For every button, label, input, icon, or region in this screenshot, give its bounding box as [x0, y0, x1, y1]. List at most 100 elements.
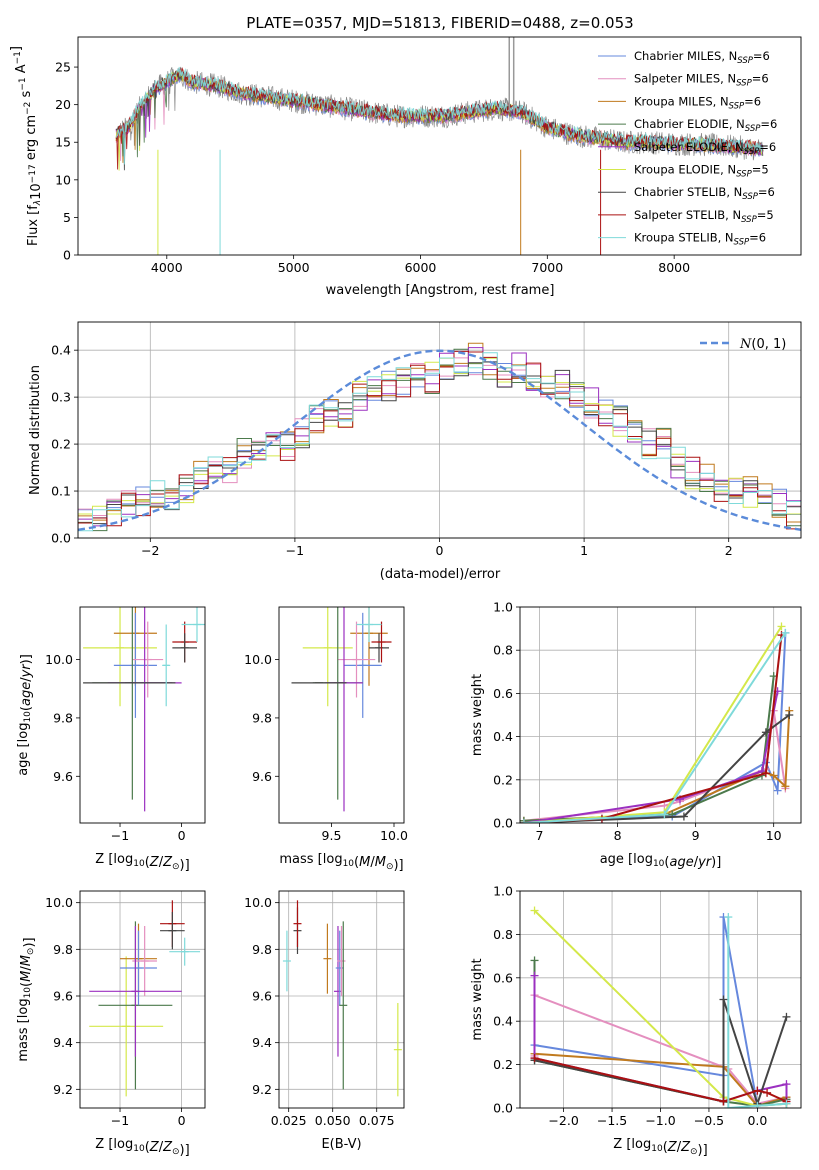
axes-frame: [77, 36, 802, 256]
weight-marker: [781, 782, 790, 791]
grid-lines: [279, 891, 404, 1108]
residuals-panel: −2 −1 0 1 2 0.0 0.1 0.2 0.3 0.4 (data-model)/error…: [28, 321, 802, 582]
x-tick-label: −1.0: [645, 1113, 675, 1128]
x-tick-label: 0.025: [271, 1113, 307, 1128]
x-axis-label: mass [log10(M/M⊙)]: [279, 852, 403, 873]
x-tick-label: 8: [614, 828, 622, 843]
y-tick-label: 0.0: [493, 816, 513, 831]
residual-legend: N(0, 1): [700, 337, 786, 352]
x-axis-label: (data-model)/error: [380, 567, 501, 582]
y-tick-label: 0: [63, 248, 71, 263]
legend-label: Chabrier ELODIE, NSSP=6: [634, 117, 777, 134]
y-tick-label: 0.2: [493, 772, 513, 787]
x-axis-label: age [log10(age/yr)]: [600, 852, 722, 870]
x-tick-label: −1: [111, 1113, 129, 1128]
x-tick-label: 9.5: [322, 828, 342, 843]
weight-marker: [530, 1054, 539, 1063]
errorbar-point: [293, 900, 302, 947]
y-axis-label: mass weight: [470, 958, 485, 1040]
y-tick-label: 9.8: [252, 710, 272, 725]
weight-marker: [530, 906, 539, 915]
weight-vs-Z-panel: −2.0 −1.5 −1.0 −0.5 0.0 0.0 0.2 0.4 0.6 0.8 1.0 Z […: [470, 884, 802, 1158]
y-tick-label: 9.8: [53, 942, 73, 957]
errorbar-point: [393, 1003, 402, 1097]
errorbar-point: [160, 912, 185, 950]
y-axis-label: mass weight: [470, 674, 485, 756]
x-tick-label: 0.050: [315, 1113, 351, 1128]
errorbar-point: [181, 607, 205, 643]
weight-marker: [660, 810, 669, 819]
x-tick-label: 4000: [151, 260, 183, 275]
legend-label: Salpeter MILES, NSSP=6: [634, 72, 769, 89]
weight-marker: [719, 1097, 728, 1106]
errorbar-point: [356, 607, 382, 643]
y-tick-label: 9.6: [53, 989, 73, 1004]
axes-frame: [278, 606, 405, 824]
y-tick-label: 9.6: [53, 769, 73, 784]
axis-ticks: −2 −1 0 1 2 0.0 0.1 0.2 0.3 0.4: [51, 343, 733, 558]
legend-label: Kroupa ELODIE, NSSP=5: [634, 163, 769, 180]
weight-marker: [724, 913, 733, 922]
errorbar-point: [335, 930, 344, 1006]
age-vs-mass-panel: 9.5 10.0 9.6 9.8 10.0 mass [log10(M/M⊙)]: [244, 606, 408, 873]
errorbar-point: [371, 621, 392, 663]
model-spectrum-line: [115, 66, 764, 165]
y-tick-label: 10.0: [45, 895, 73, 910]
y-tick-label: 10.0: [244, 652, 272, 667]
axes-frame: [519, 890, 802, 1109]
weight-marker: [782, 1099, 791, 1108]
axis-ticks: −1 0 9.6 9.8 10.0: [45, 652, 185, 843]
y-tick-label: 0.8: [493, 927, 513, 942]
y-tick-label: 9.6: [252, 989, 272, 1004]
weight-marker: [781, 628, 790, 637]
x-axis-label: wavelength [Angstrom, rest frame]: [326, 283, 555, 298]
axis-ticks: −1 0 9.2 9.4 9.6 9.8 10.0: [45, 895, 185, 1128]
x-tick-label: 7: [536, 828, 544, 843]
axis-ticks: 4000 5000 6000 7000 8000 0 5 10 15 20 25: [55, 60, 690, 275]
x-tick-label: 0: [178, 828, 186, 843]
x-tick-label: 0.0: [747, 1113, 767, 1128]
errorbar-point: [282, 930, 291, 992]
weight-marker: [763, 1088, 772, 1097]
weight-lines: [530, 906, 791, 1108]
weight-marker: [773, 786, 782, 795]
y-tick-label: 15: [55, 135, 71, 150]
weight-series-line: [727, 917, 787, 1108]
y-tick-label: 9.6: [252, 769, 272, 784]
x-tick-label: 0: [178, 1113, 186, 1128]
x-tick-label: 0.075: [359, 1113, 395, 1128]
y-tick-label: 0.3: [51, 390, 71, 405]
x-axis-label: Z [log10(Z/Z⊙)]: [95, 852, 189, 873]
errorbar-points: [89, 900, 201, 1097]
axis-ticks: 0.025 0.050 0.075 9.2 9.4 9.6 9.8 10.0: [244, 895, 394, 1128]
legend-label: Kroupa STELIB, NSSP=6: [634, 231, 766, 248]
normal-curve: [78, 349, 801, 531]
legend-label: N(0, 1): [739, 337, 786, 352]
weight-marker: [520, 819, 528, 823]
weight-marker: [782, 1080, 791, 1089]
legend-label: Chabrier MILES, NSSP=6: [634, 49, 770, 66]
errorbar-point: [132, 926, 157, 996]
y-tick-label: 0.2: [51, 437, 71, 452]
x-tick-label: −2: [141, 543, 159, 558]
x-tick-label: 1: [580, 543, 588, 558]
y-tick-label: 9.8: [53, 710, 73, 725]
x-axis-label: Z [log10(Z/Z⊙)]: [95, 1137, 189, 1158]
weight-vs-age-panel: 7 8 9 10 0.0 0.2 0.4 0.6 0.8 1.0 age [log10(age/yr…: [470, 600, 802, 870]
errorbar-point: [333, 926, 342, 1057]
grid-lines: [80, 891, 205, 1108]
age-vs-Z-panel: −1 0 9.6 9.8 10.0 Z [log10(Z/Z⊙)] age [log10(a…: [16, 606, 206, 873]
x-tick-label: −2.0: [548, 1113, 578, 1128]
y-tick-label: 5: [63, 210, 71, 225]
errorbar-point: [339, 921, 348, 1090]
errorbar-point: [89, 956, 164, 1097]
x-tick-label: −1: [286, 543, 304, 558]
x-tick-label: −1.5: [597, 1113, 627, 1128]
x-tick-label: −1: [111, 828, 129, 843]
spectrum-legend: Chabrier MILES, NSSP=6 Salpeter MILES, NS…: [598, 49, 777, 248]
errorbar-points: [282, 900, 402, 1097]
y-tick-label: 0.6: [493, 970, 513, 985]
axes-frame: [278, 890, 405, 1109]
x-tick-label: −0.5: [694, 1113, 724, 1128]
